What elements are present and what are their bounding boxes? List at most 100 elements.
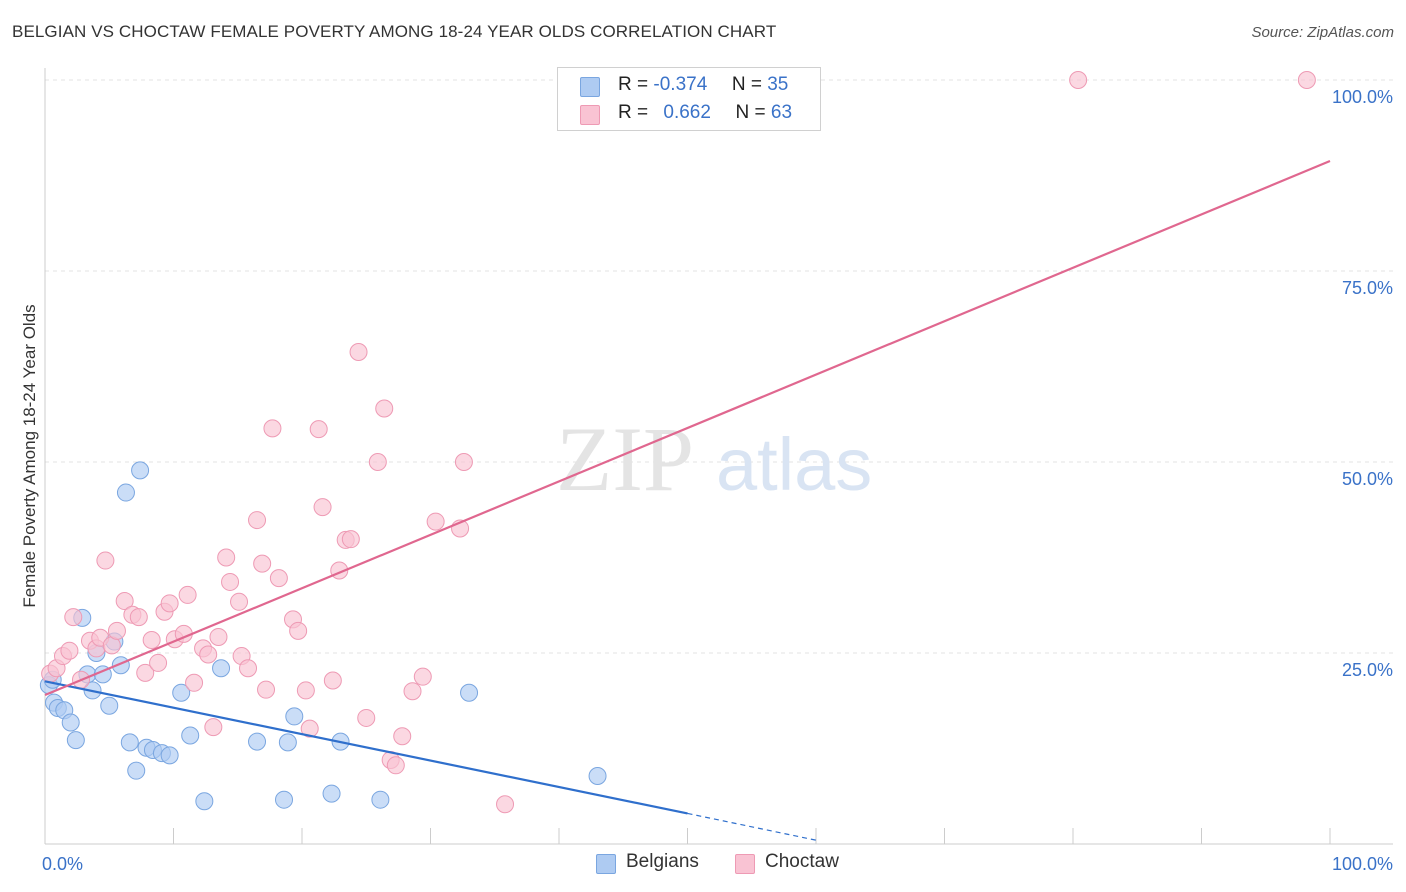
legend-n-label: N = <box>731 74 762 95</box>
choctaw-point <box>341 530 360 549</box>
legend-r-label: R = <box>618 102 649 123</box>
belgians-point <box>285 707 304 726</box>
choctaw-point <box>269 569 288 588</box>
choctaw-point <box>199 645 218 664</box>
belgians-point <box>322 784 341 803</box>
choctaw-point <box>386 756 405 775</box>
choctaw-point <box>136 663 155 682</box>
choctaw-point <box>230 592 249 611</box>
bottom-legend-label: Belgians <box>626 851 699 872</box>
choctaw-point <box>129 608 148 627</box>
legend-r-value: 0.662 <box>663 102 711 123</box>
belgians-swatch <box>580 77 600 97</box>
y-tick-label: 25.0% <box>1342 660 1393 680</box>
choctaw-point <box>115 592 134 611</box>
choctaw-point <box>375 399 394 418</box>
belgians-point <box>275 790 294 809</box>
belgians-point <box>172 683 191 702</box>
choctaw-point <box>253 554 272 573</box>
belgians-point <box>160 746 179 765</box>
bottom-legend-label: Choctaw <box>765 851 839 872</box>
choctaw-point <box>107 621 126 640</box>
tick-labels: 25.0% 50.0% 75.0% 100.0% 0.0% 100.0% <box>42 87 1393 874</box>
choctaw-point <box>309 420 328 439</box>
gridlines <box>45 79 1393 654</box>
choctaw-point <box>1297 71 1316 89</box>
choctaw-point <box>496 795 515 814</box>
trend-lines <box>44 159 1331 841</box>
belgians-point <box>278 733 297 752</box>
watermark-atlas: atlas <box>716 423 872 506</box>
choctaw-point <box>221 572 240 591</box>
choctaw-point <box>204 718 223 737</box>
belgians-point <box>66 731 85 750</box>
legend-n-label: N = <box>735 102 766 123</box>
choctaw-point <box>349 342 368 361</box>
y-tick-label: 50.0% <box>1342 469 1393 489</box>
belgians-point <box>61 713 80 732</box>
belgians-point <box>460 683 479 702</box>
source-credit: Source: ZipAtlas.com <box>1251 24 1394 41</box>
legend-r-label: R = <box>618 74 649 95</box>
correlation-legend: R = -0.374 N = 35 R = 0.662 N = 63 <box>557 67 821 131</box>
belgians-trend-extension <box>687 812 817 841</box>
chart-title: BELGIAN VS CHOCTAW FEMALE POVERTY AMONG … <box>12 22 777 41</box>
watermark: ZIP atlas <box>556 408 872 510</box>
choctaw-point <box>239 659 258 678</box>
choctaw-point <box>413 667 432 686</box>
choctaw-point <box>368 453 387 471</box>
y-tick-label: 75.0% <box>1342 278 1393 298</box>
x-tick-label: 0.0% <box>42 854 83 874</box>
belgians-trend-line <box>44 680 688 815</box>
choctaw-point <box>296 681 315 700</box>
choctaw-point <box>185 673 204 692</box>
choctaw-trend-line <box>44 159 1331 697</box>
belgians-point <box>588 767 607 786</box>
choctaw-point <box>96 551 115 570</box>
y-tick-label: 100.0% <box>1332 87 1393 107</box>
choctaw-swatch <box>735 854 755 874</box>
choctaw-point <box>217 548 236 567</box>
legend-n-value: 35 <box>767 74 789 95</box>
belgians-point <box>116 483 135 502</box>
choctaw-point <box>403 682 422 701</box>
choctaw-point <box>454 453 473 471</box>
y-axis-label: Female Poverty Among 18-24 Year Olds <box>20 304 39 607</box>
choctaw-point <box>142 631 161 650</box>
belgians-point <box>181 726 200 745</box>
choctaw-point <box>313 498 332 517</box>
choctaw-point <box>357 708 376 727</box>
belgians-point <box>127 761 146 780</box>
choctaw-swatch <box>580 105 600 125</box>
belgians-point <box>120 733 139 752</box>
choctaw-point <box>257 680 276 699</box>
choctaw-point <box>393 727 412 746</box>
choctaw-point <box>149 653 168 672</box>
data-points <box>39 71 1316 814</box>
choctaw-point <box>160 594 179 613</box>
choctaw-point <box>300 719 319 738</box>
choctaw-point <box>263 419 282 438</box>
axes <box>44 68 1393 845</box>
belgians-point <box>212 659 231 678</box>
choctaw-point <box>60 641 79 660</box>
legend-r-value: -0.374 <box>653 74 708 95</box>
choctaw-point <box>426 512 445 531</box>
belgians-swatch <box>596 854 616 874</box>
belgians-point <box>248 732 267 751</box>
choctaw-point <box>289 621 308 640</box>
belgians-point <box>195 792 214 811</box>
belgians-point <box>371 790 390 809</box>
choctaw-point <box>1069 71 1088 89</box>
legend-n-value: 63 <box>770 102 793 123</box>
choctaw-point <box>323 671 342 690</box>
choctaw-point <box>209 627 228 646</box>
choctaw-point <box>64 608 83 627</box>
watermark-zip: ZIP <box>556 408 694 510</box>
x-tick-label: 100.0% <box>1332 854 1393 874</box>
belgians-point <box>100 696 119 715</box>
choctaw-point <box>248 511 267 530</box>
belgians-point <box>131 461 150 480</box>
choctaw-point <box>178 585 197 604</box>
